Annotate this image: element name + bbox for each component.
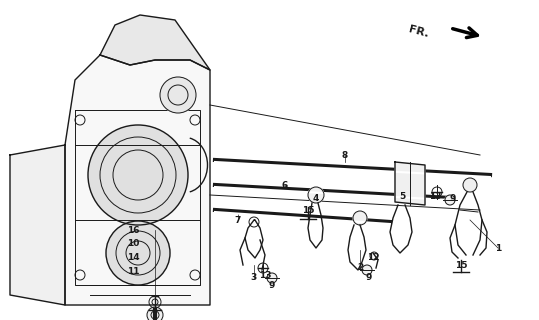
Circle shape bbox=[353, 211, 367, 225]
Text: 10: 10 bbox=[127, 238, 139, 247]
Text: 16: 16 bbox=[127, 226, 139, 235]
Polygon shape bbox=[100, 15, 210, 70]
Text: 9: 9 bbox=[450, 194, 456, 203]
Text: 6: 6 bbox=[282, 180, 288, 189]
Text: 13: 13 bbox=[429, 191, 441, 201]
Circle shape bbox=[308, 187, 324, 203]
Text: 1: 1 bbox=[495, 244, 501, 252]
Text: 5: 5 bbox=[399, 191, 405, 201]
Circle shape bbox=[160, 77, 196, 113]
Circle shape bbox=[445, 195, 455, 205]
Circle shape bbox=[88, 125, 188, 225]
Polygon shape bbox=[395, 162, 425, 205]
Text: 7: 7 bbox=[235, 215, 241, 225]
Text: 14: 14 bbox=[127, 252, 139, 261]
Text: 13: 13 bbox=[259, 270, 271, 279]
Text: 15: 15 bbox=[455, 260, 467, 269]
Text: 3: 3 bbox=[251, 274, 257, 283]
Text: 8: 8 bbox=[342, 150, 348, 159]
Circle shape bbox=[267, 273, 277, 283]
Text: 15: 15 bbox=[302, 205, 314, 214]
Text: 12: 12 bbox=[367, 252, 379, 261]
Circle shape bbox=[362, 265, 372, 275]
Polygon shape bbox=[65, 55, 210, 305]
Text: 11: 11 bbox=[127, 268, 139, 276]
Text: 9: 9 bbox=[269, 281, 275, 290]
Text: FR.: FR. bbox=[407, 25, 430, 39]
Polygon shape bbox=[10, 145, 65, 305]
Circle shape bbox=[463, 178, 477, 192]
Text: 4: 4 bbox=[313, 194, 319, 203]
Circle shape bbox=[147, 307, 163, 320]
Text: 2: 2 bbox=[357, 262, 363, 271]
Circle shape bbox=[106, 221, 170, 285]
Text: 9: 9 bbox=[366, 273, 372, 282]
